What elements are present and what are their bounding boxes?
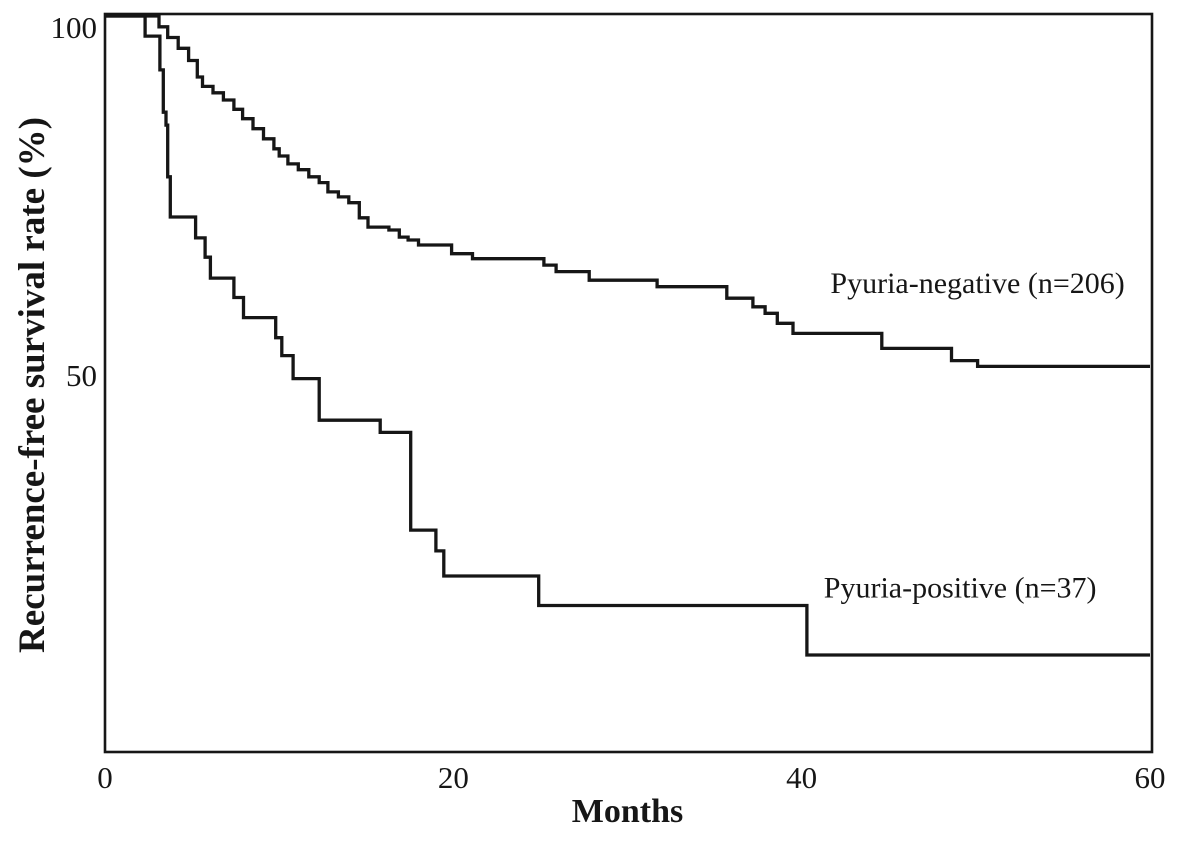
series-annotation-pyuria-positive: Pyuria-positive (n=37) <box>824 572 1097 605</box>
y-axis-title: Recurrence-free survival rate (%) <box>12 117 53 653</box>
series-annotation-pyuria-negative: Pyuria-negative (n=206) <box>830 267 1124 300</box>
survival-curve-pyuria-negative <box>105 14 1150 369</box>
y-tick-label-50: 50 <box>66 358 97 393</box>
x-tick-label-20: 20 <box>438 760 469 795</box>
x-tick-label-60: 60 <box>1135 760 1166 795</box>
x-axis-title: Months <box>572 793 683 830</box>
x-tick-label-0: 0 <box>97 760 113 795</box>
plot-frame <box>103 12 1154 754</box>
survival-curve-pyuria-positive <box>105 14 1150 657</box>
x-tick-label-40: 40 <box>786 760 817 795</box>
y-tick-label-100: 100 <box>51 10 98 45</box>
